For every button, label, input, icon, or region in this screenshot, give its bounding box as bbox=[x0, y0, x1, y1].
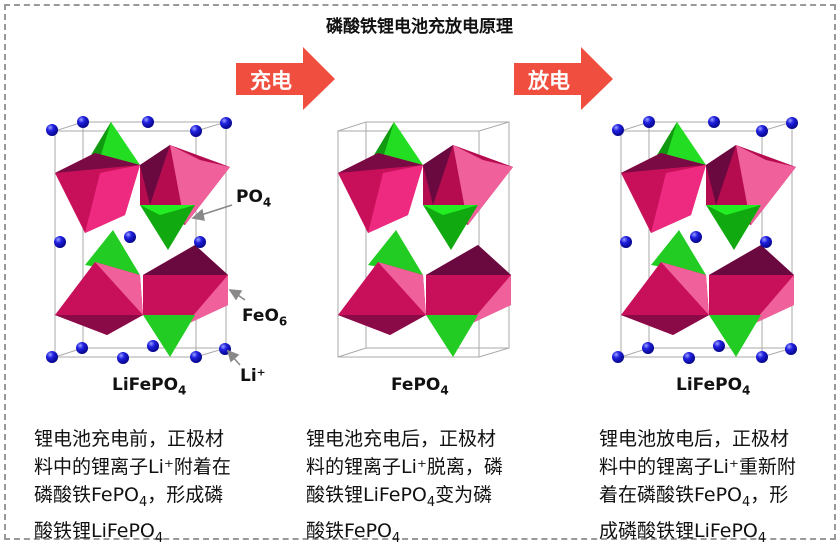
pointer-arrows bbox=[191, 204, 246, 366]
po4-label: PO4 bbox=[236, 187, 272, 210]
charge-label: 充电 bbox=[250, 69, 292, 93]
discharge-label: 放电 bbox=[528, 69, 570, 93]
crystal-lifepo4-after bbox=[612, 116, 798, 364]
formula-panel-3: LiFePO4 bbox=[676, 375, 751, 398]
description-panel-1: 锂电池充电前，正极材 料中的锂离子Li⁺附着在 磷酸铁FePO4，形成磷 酸铁锂… bbox=[34, 428, 231, 543]
dashed-frame bbox=[4, 4, 836, 540]
li-ions bbox=[612, 116, 798, 364]
crystal-lifepo4-before bbox=[46, 116, 232, 364]
description-panel-3: 锂电池放电后，正极材 料中的锂离子Li⁺重新附 着在磷酸铁FePO4，形 成磷酸… bbox=[599, 428, 796, 543]
formula-panel-1: LiFePO4 bbox=[112, 375, 187, 398]
crystal-fepo4 bbox=[337, 121, 514, 358]
charge-arrow: 充电 bbox=[236, 47, 336, 111]
li-ions bbox=[46, 116, 232, 364]
feo6-label: FeO6 bbox=[242, 306, 288, 329]
diagram-title: 磷酸铁锂电池充放电原理 bbox=[326, 17, 513, 37]
description-panel-2: 锂电池充电后，正极材 料的锂离子Li⁺脱离，磷 酸铁锂LiFePO4变为磷 酸铁… bbox=[306, 428, 503, 543]
discharge-arrow: 放电 bbox=[514, 47, 614, 111]
li-label: Li⁺ bbox=[240, 366, 266, 386]
formula-panel-2: FePO4 bbox=[391, 375, 449, 398]
